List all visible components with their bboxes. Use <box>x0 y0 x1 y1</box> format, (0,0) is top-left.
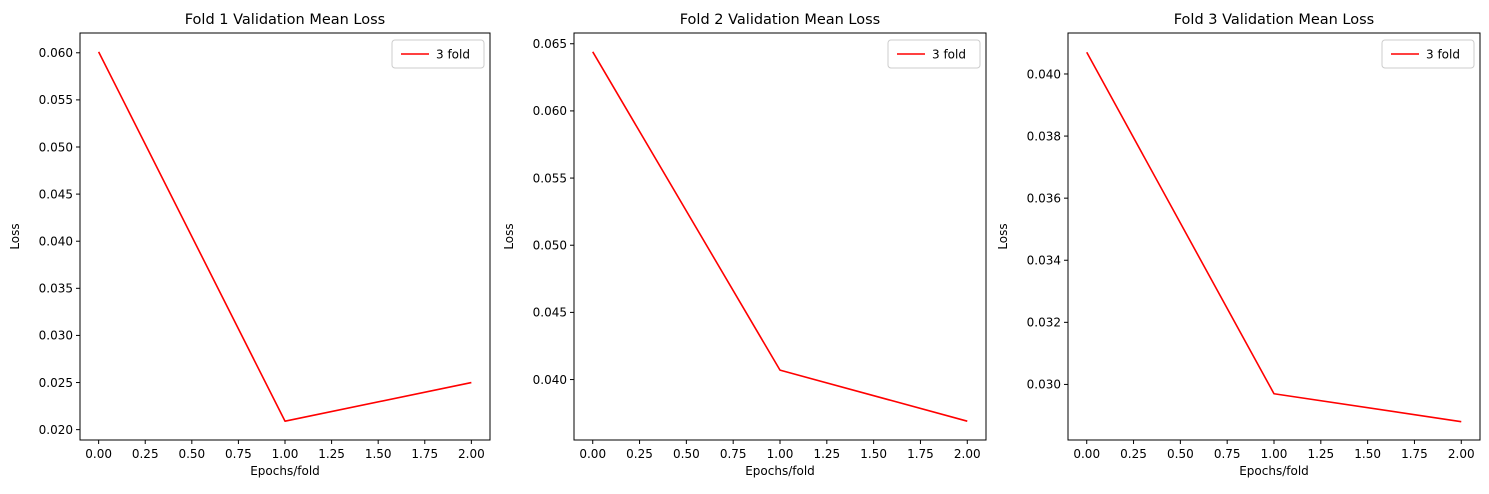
chart-title: Fold 2 Validation Mean Loss <box>680 12 881 28</box>
y-tick-label: 0.040 <box>533 373 567 387</box>
y-tick-label: 0.045 <box>39 187 73 201</box>
y-tick-label: 0.038 <box>1027 129 1061 143</box>
y-tick-label: 0.040 <box>1027 67 1061 81</box>
y-tick-label: 0.036 <box>1027 191 1061 205</box>
legend-label: 3 fold <box>1426 47 1460 61</box>
axes-frame <box>574 33 986 440</box>
chart-title: Fold 1 Validation Mean Loss <box>185 12 386 28</box>
x-tick-label: 2.00 <box>458 447 485 461</box>
x-tick-label: 1.00 <box>272 447 299 461</box>
chart-title: Fold 3 Validation Mean Loss <box>1174 12 1375 28</box>
chart-2: Fold 2 Validation Mean Loss 0.00 0.25 0.50 0… <box>502 12 986 478</box>
y-tick-label: 0.055 <box>39 93 73 107</box>
x-axis-label: Epochs/fold <box>745 464 815 478</box>
x-tick-label: 0.75 <box>225 447 252 461</box>
x-tick-label: 0.50 <box>178 447 205 461</box>
legend: 3 fold <box>1382 40 1474 68</box>
y-tick-label: 0.030 <box>1027 378 1061 392</box>
x-axis-label: Epochs/fold <box>250 464 320 478</box>
x-tick-label: 1.25 <box>1307 447 1334 461</box>
y-tick-label: 0.060 <box>39 46 73 60</box>
x-tick-label: 0.75 <box>720 447 747 461</box>
chart-1: Fold 1 Validation Mean Loss 0.00 0.25 0.50 0… <box>8 12 490 478</box>
y-tick-label: 0.020 <box>39 423 73 437</box>
y-tick-label: 0.030 <box>39 329 73 343</box>
y-tick-label: 0.065 <box>533 37 567 51</box>
x-tick-label: 1.00 <box>1261 447 1288 461</box>
legend-label: 3 fold <box>932 47 966 61</box>
x-tick-label: 2.00 <box>954 447 981 461</box>
legend: 3 fold <box>392 40 484 68</box>
legend-label: 3 fold <box>436 47 470 61</box>
x-tick-label: 0.00 <box>579 447 606 461</box>
axes-frame <box>80 33 490 440</box>
series-line-1 <box>593 52 968 421</box>
y-tick-label: 0.055 <box>533 171 567 185</box>
y-tick-label: 0.040 <box>39 235 73 249</box>
y-tick-label: 0.025 <box>39 376 73 390</box>
y-tick-label: 0.045 <box>533 306 567 320</box>
x-tick-label: 0.25 <box>626 447 653 461</box>
x-tick-label: 0.50 <box>673 447 700 461</box>
y-tick-label: 0.060 <box>533 104 567 118</box>
axes-frame <box>1068 33 1480 440</box>
x-tick-label: 1.75 <box>411 447 438 461</box>
x-tick-label: 1.50 <box>860 447 887 461</box>
y-axis-label: Loss <box>502 223 516 249</box>
legend: 3 fold <box>888 40 980 68</box>
x-tick-label: 1.25 <box>318 447 345 461</box>
x-tick-label: 0.25 <box>1120 447 1147 461</box>
x-tick-label: 1.00 <box>767 447 794 461</box>
x-tick-label: 1.25 <box>813 447 840 461</box>
y-axis-label: Loss <box>996 223 1010 249</box>
x-tick-label: 1.75 <box>907 447 934 461</box>
chart-3: Fold 3 Validation Mean Loss 0.00 0.25 0.50 0… <box>996 12 1480 478</box>
x-tick-label: 2.00 <box>1448 447 1475 461</box>
y-axis-label: Loss <box>8 223 22 249</box>
y-tick-label: 0.032 <box>1027 316 1061 330</box>
y-tick-label: 0.034 <box>1027 254 1061 268</box>
x-axis-label: Epochs/fold <box>1239 464 1309 478</box>
x-tick-label: 1.50 <box>365 447 392 461</box>
y-tick-label: 0.050 <box>533 239 567 253</box>
x-tick-label: 0.75 <box>1214 447 1241 461</box>
y-tick-label: 0.035 <box>39 282 73 296</box>
x-tick-label: 1.50 <box>1354 447 1381 461</box>
series-line-1 <box>99 52 472 421</box>
series-line-1 <box>1087 52 1462 421</box>
x-tick-label: 0.00 <box>85 447 112 461</box>
y-tick-label: 0.050 <box>39 140 73 154</box>
x-tick-label: 0.50 <box>1167 447 1194 461</box>
x-tick-label: 0.25 <box>132 447 159 461</box>
x-tick-label: 0.00 <box>1073 447 1100 461</box>
x-tick-label: 1.75 <box>1401 447 1428 461</box>
